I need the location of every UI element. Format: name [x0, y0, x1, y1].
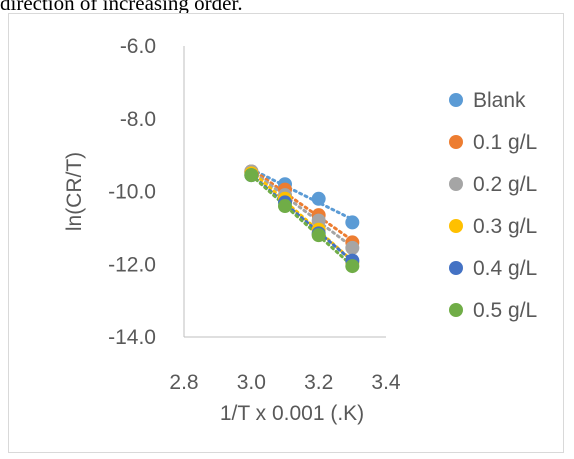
y-tick-label: -8.0 [120, 108, 156, 131]
trendline [249, 167, 354, 242]
y-tick-label: -14.0 [108, 326, 156, 349]
legend-marker [449, 177, 463, 191]
chart-area: -6.0 -8.0 -10.0 -12.0 -14.0 2.8 3.0 3.2 3.4 ln(… [8, 13, 564, 453]
axes [183, 46, 386, 338]
data-point [244, 168, 259, 183]
legend-item: 0.1 g/L [449, 131, 537, 154]
y-tick-labels: -6.0 -8.0 -10.0 -12.0 -14.0 [108, 35, 156, 349]
data-point [345, 259, 360, 274]
data-points [244, 164, 360, 274]
legend-label: 0.1 g/L [473, 131, 537, 154]
legend-item: Blank [449, 89, 526, 112]
trendline [249, 167, 354, 221]
y-tick-label: -6.0 [120, 35, 156, 58]
trendline [249, 169, 354, 249]
legend-label: 0.3 g/L [473, 215, 537, 238]
legend-marker [449, 261, 463, 275]
x-tick-label: 3.2 [304, 371, 333, 394]
x-tick-labels: 2.8 3.0 3.2 3.4 [169, 371, 401, 394]
legend-label: 0.2 g/L [473, 173, 537, 196]
legend-label: Blank [473, 89, 526, 112]
data-point [345, 240, 360, 255]
caption-fragment: direction of increasing order. [0, 0, 243, 13]
legend-marker [449, 93, 463, 107]
trendlines [249, 167, 354, 268]
legend-item: 0.4 g/L [449, 257, 537, 280]
x-axis-title: 1/T x 0.001 (.K) [220, 402, 364, 425]
legend-marker [449, 303, 463, 317]
data-point [345, 215, 360, 230]
data-point [311, 228, 326, 243]
x-tick-label: 3.0 [237, 371, 266, 394]
legend-item: 0.2 g/L [449, 173, 537, 196]
legend-item: 0.3 g/L [449, 215, 537, 238]
legend-marker [449, 135, 463, 149]
legend-marker [449, 219, 463, 233]
legend: Blank 0.1 g/L 0.2 g/L 0.3 g/L 0.4 g/L 0.5 g/L [449, 89, 537, 322]
x-tick-label: 2.8 [169, 371, 198, 394]
trendline [249, 169, 354, 263]
legend-label: 0.5 g/L [473, 299, 537, 322]
y-tick-label: -10.0 [108, 181, 156, 204]
y-axis-title: ln(CR/T) [63, 152, 86, 231]
legend-label: 0.4 g/L [473, 257, 537, 280]
legend-item: 0.5 g/L [449, 299, 537, 322]
trendline [249, 173, 354, 263]
data-point [278, 199, 292, 214]
scatter-chart: -6.0 -8.0 -10.0 -12.0 -14.0 2.8 3.0 3.2 3.4 ln(… [63, 35, 537, 425]
data-point [311, 191, 326, 206]
y-tick-label: -12.0 [108, 253, 156, 276]
x-tick-label: 3.4 [371, 371, 401, 394]
trendline [249, 173, 354, 268]
